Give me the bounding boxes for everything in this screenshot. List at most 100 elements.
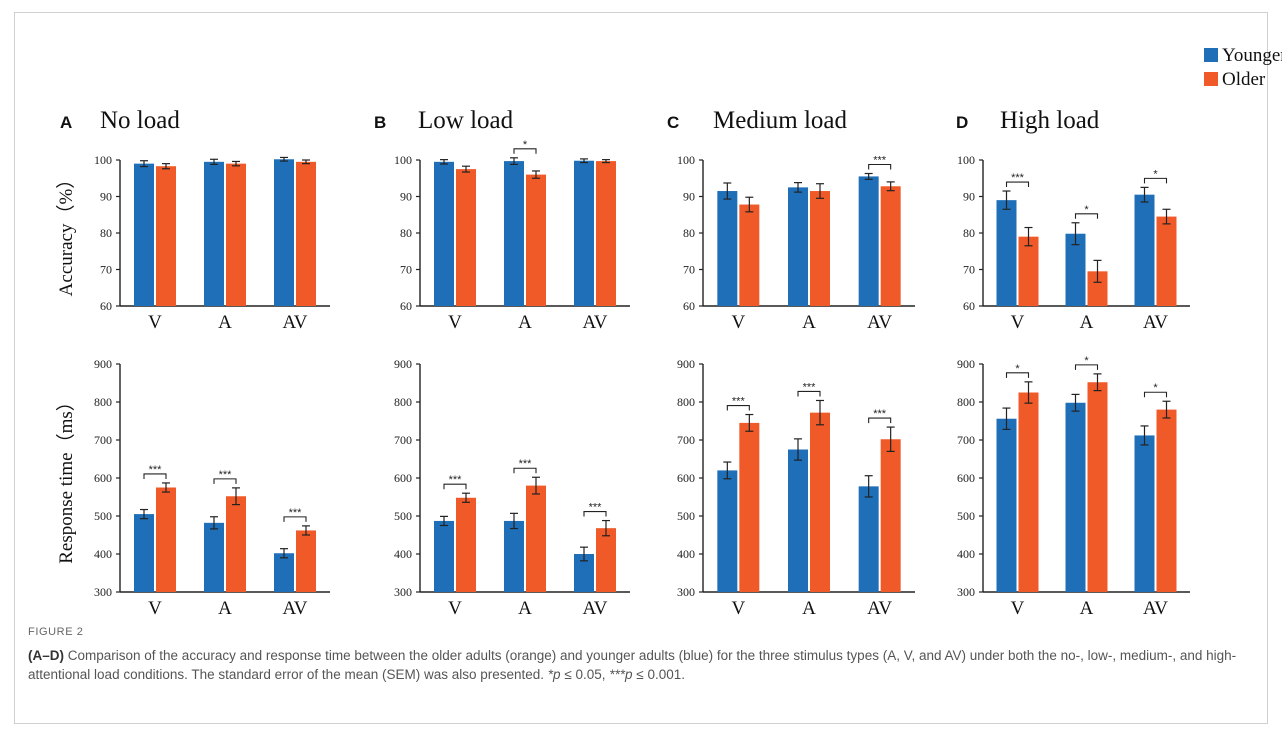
- p3-bar-AV-older: [1156, 216, 1177, 306]
- p2-sig-label-2: ***: [873, 155, 887, 167]
- p0-x-tick-label-1: A: [218, 312, 232, 333]
- p1-bar-V-younger: [434, 161, 454, 306]
- legend-label-younger: Younger: [1222, 45, 1282, 66]
- p1-y-tick-label-0: 60: [400, 299, 412, 313]
- p5-y-tick-label-2: 500: [394, 509, 412, 523]
- p4-bar-V-older: [156, 487, 176, 592]
- caption-text: Comparison of the accuracy and response …: [28, 648, 1237, 682]
- p7-bar-V-older: [1018, 392, 1039, 592]
- p5-x-tick-label-2: AV: [583, 598, 608, 619]
- p5-y-tick-label-3: 600: [394, 471, 412, 485]
- p0-y-tick-label-0: 60: [100, 299, 112, 313]
- p6-x-tick-label-1: A: [802, 598, 816, 619]
- caption-note2: ≤ 0.001.: [632, 667, 685, 682]
- p5-y-tick-label-6: 900: [394, 357, 412, 371]
- p6-sig-bracket-1: [797, 390, 821, 397]
- p3-bar-V-older: [1018, 236, 1039, 306]
- p5-bar-A-younger: [504, 520, 524, 592]
- p2-y-tick-label-3: 90: [683, 190, 695, 204]
- p6-bar-V-younger: [717, 470, 738, 592]
- p5-sig-bracket-1: [513, 467, 537, 474]
- p6-sig-bracket-2: [868, 417, 892, 424]
- p3-sig-label-1: *: [1084, 204, 1089, 216]
- p6-x-tick-label-0: V: [731, 598, 745, 619]
- p2-bar-A-younger: [788, 187, 808, 306]
- p4-y-axis-label: Response time（ms）: [55, 392, 77, 564]
- p2-bar-A-older: [810, 191, 830, 306]
- p6-bar-AV-older: [880, 439, 901, 592]
- p3-sig-bracket-1: [1074, 213, 1099, 219]
- p5-bar-V-older: [456, 497, 476, 592]
- p0-x-tick-label-0: V: [148, 312, 162, 333]
- p2-bar-AV-younger: [858, 176, 879, 306]
- p7-y-tick-label-3: 600: [957, 471, 975, 485]
- legend-swatch-younger: [1204, 48, 1218, 62]
- p3-sig-label-2: *: [1153, 168, 1158, 180]
- p3-sig-label-0: ***: [1011, 172, 1025, 184]
- p1-panel-title: Low load: [418, 107, 514, 134]
- p3-x-tick-label-0: V: [1011, 312, 1025, 333]
- p4-bar-V-younger: [134, 514, 154, 592]
- p0-bar-V-older: [156, 166, 176, 306]
- p7-sig-label-0: *: [1015, 363, 1020, 375]
- p5-x-tick-label-0: V: [448, 598, 462, 619]
- p2-x-tick-label-0: V: [731, 312, 745, 333]
- caption-note1: ≤ 0.05,: [560, 667, 610, 682]
- p5-bar-AV-younger: [574, 554, 594, 592]
- p0-y-tick-label-2: 80: [100, 226, 112, 240]
- p0-y-axis-label: Accuracy（%）: [55, 170, 77, 297]
- p7-y-tick-label-2: 500: [957, 509, 975, 523]
- legend-swatch-older: [1204, 72, 1218, 86]
- p3-bar-AV-younger: [1134, 194, 1155, 306]
- p4-sig-label-0: ***: [149, 464, 163, 476]
- p7-sig-label-1: *: [1084, 355, 1089, 367]
- p0-y-tick-label-3: 90: [100, 190, 112, 204]
- p1-y-tick-label-1: 70: [400, 263, 412, 277]
- p3-y-tick-label-0: 60: [963, 299, 975, 313]
- p3-x-tick-label-2: AV: [1143, 312, 1168, 333]
- p2-sig-bracket-2: [868, 163, 892, 170]
- p3-bar-V-younger: [996, 200, 1017, 306]
- p7-x-tick-label-1: A: [1080, 598, 1094, 619]
- p4-sig-label-2: ***: [289, 507, 303, 519]
- p7-sig-bracket-0: [1005, 372, 1030, 378]
- p7-sig-bracket-2: [1143, 391, 1168, 398]
- p7-bar-V-younger: [996, 418, 1017, 592]
- p3-y-tick-label-1: 70: [963, 263, 975, 277]
- p6-bar-V-older: [739, 422, 760, 592]
- p4-sig-label-1: ***: [219, 469, 233, 481]
- p4-x-tick-label-1: A: [218, 598, 232, 619]
- p2-x-tick-label-1: A: [802, 312, 816, 333]
- p4-sig-bracket-0: [143, 473, 167, 479]
- p6-sig-label-2: ***: [873, 408, 887, 420]
- p7-y-tick-label-6: 900: [957, 357, 975, 371]
- p2-bar-AV-older: [880, 186, 901, 306]
- p2-bar-V-younger: [717, 191, 738, 306]
- p5-y-tick-label-0: 300: [394, 585, 412, 599]
- p1-bar-AV-older: [596, 161, 616, 306]
- p6-y-tick-label-5: 800: [677, 395, 695, 409]
- p4-bar-A-younger: [204, 522, 224, 592]
- figure-panel: [14, 12, 1268, 724]
- figure-caption: (A–D) Comparison of the accuracy and res…: [28, 646, 1248, 684]
- p0-bar-V-younger: [134, 163, 154, 306]
- figure-label: FIGURE 2: [28, 626, 84, 638]
- p6-bar-A-younger: [788, 449, 808, 592]
- p3-panel-letter: D: [956, 113, 968, 132]
- p3-bar-A-younger: [1065, 233, 1086, 306]
- p3-y-tick-label-2: 80: [963, 226, 975, 240]
- p5-y-tick-label-5: 800: [394, 395, 412, 409]
- p6-y-tick-label-3: 600: [677, 471, 695, 485]
- p2-panel-letter: C: [667, 113, 679, 132]
- p6-sig-bracket-0: [726, 404, 750, 411]
- p5-sig-label-0: ***: [449, 474, 463, 486]
- p6-y-tick-label-2: 500: [677, 509, 695, 523]
- p4-y-tick-label-6: 900: [94, 357, 112, 371]
- p1-sig-label-1: *: [523, 139, 528, 151]
- p0-bar-A-older: [226, 163, 246, 306]
- p7-bar-A-younger: [1065, 402, 1086, 592]
- p6-sig-label-0: ***: [732, 396, 746, 408]
- p5-bar-V-younger: [434, 520, 454, 592]
- p3-sig-bracket-2: [1143, 177, 1168, 184]
- p4-sig-bracket-1: [213, 478, 237, 484]
